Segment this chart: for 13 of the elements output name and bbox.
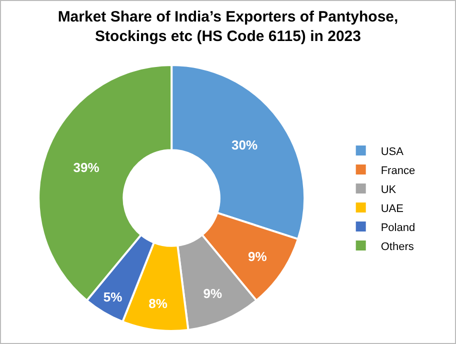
legend-label: UK bbox=[380, 184, 397, 196]
data-label: 9% bbox=[203, 286, 222, 301]
legend-label: Others bbox=[380, 240, 414, 253]
data-label: 5% bbox=[103, 289, 123, 304]
legend-label: USA bbox=[380, 146, 404, 158]
data-label: 39% bbox=[73, 160, 100, 175]
data-label: 9% bbox=[248, 248, 268, 264]
data-label: 8% bbox=[148, 296, 168, 312]
chart-title: Market Share of India’s Exporters of Pantyhose, Stockings etc (HS Code 6115) in 2023 bbox=[58, 8, 398, 46]
legend-label: Poland bbox=[380, 222, 416, 234]
legend-label: UAE bbox=[380, 202, 404, 215]
data-label: 30% bbox=[232, 137, 258, 152]
legend-label: France bbox=[380, 164, 416, 177]
